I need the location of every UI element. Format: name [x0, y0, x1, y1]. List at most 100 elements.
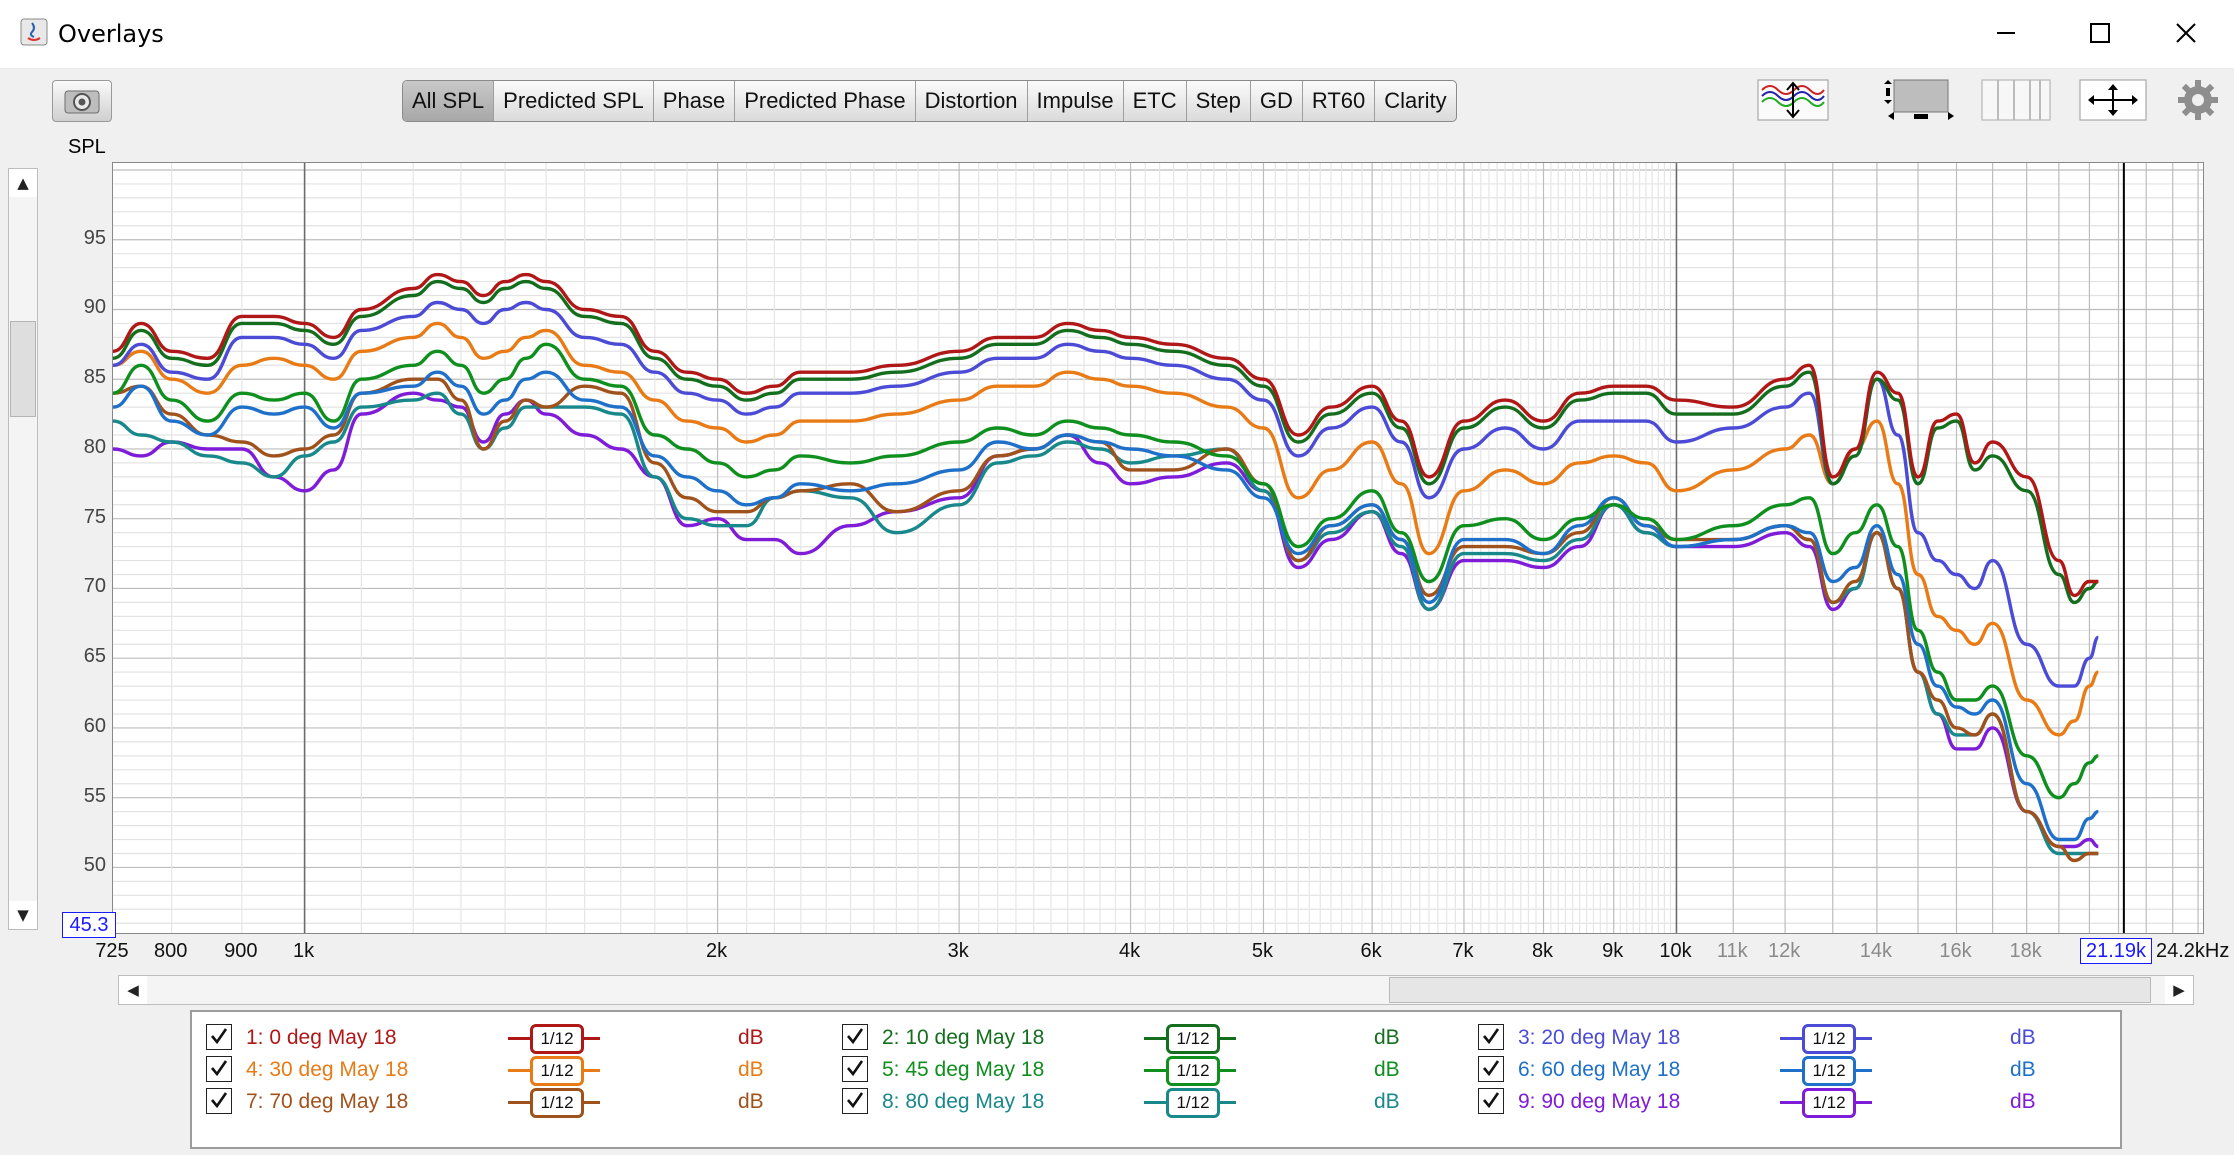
columns-icon [1981, 79, 2051, 121]
trace-name[interactable]: 1: 0 deg May 18 [246, 1026, 397, 1049]
x-axis-end-label: 24.2kHz [2156, 940, 2230, 962]
x-tick-label: 5k [1251, 940, 1274, 962]
x-tick-label: 11k [1716, 940, 1748, 962]
scroll-up-icon[interactable]: ▲ [9, 169, 37, 197]
horizontal-scrollbar[interactable]: ◀ ▶ [118, 975, 2194, 1005]
y-tick-label: 90 [83, 296, 106, 319]
tab-etc[interactable]: ETC [1124, 81, 1187, 121]
trace-name[interactable]: 6: 60 deg May 18 [1518, 1058, 1681, 1081]
y-tick-label: 80 [83, 435, 106, 458]
tab-all-spl[interactable]: All SPL [403, 81, 495, 121]
tab-predicted-spl[interactable]: Predicted SPL [494, 81, 654, 121]
checkmark-icon [211, 1028, 228, 1045]
trace-visible-checkbox[interactable] [206, 1024, 232, 1050]
maximize-button[interactable] [2054, 0, 2148, 68]
smoothing-label: 1/12 [1802, 1024, 1856, 1054]
y-tick-label: 85 [83, 366, 106, 389]
x-tick-label: 14k [1859, 940, 1893, 962]
x-tick-label: 725 [95, 940, 129, 962]
scroll-right-icon[interactable]: ▶ [2165, 976, 2193, 1004]
trace-visible-checkbox[interactable] [206, 1088, 232, 1114]
checkmark-icon [847, 1092, 864, 1109]
smoothing-button[interactable]: 1/12 [508, 1056, 600, 1086]
trace-visible-checkbox[interactable] [842, 1056, 868, 1082]
close-button[interactable] [2140, 0, 2234, 68]
smoothing-label: 1/12 [530, 1088, 584, 1118]
tab-clarity[interactable]: Clarity [1384, 88, 1447, 113]
vertical-scrollbar[interactable]: ▲ ▼ [8, 168, 38, 930]
smoothing-button[interactable]: 1/12 [1144, 1024, 1236, 1054]
smoothing-button[interactable]: 1/12 [1144, 1088, 1236, 1118]
column-layout-button[interactable] [1980, 76, 2052, 124]
checkmark-icon [847, 1060, 864, 1077]
legend-item: 9: 90 deg May 18 1/12 dB [1470, 1084, 2106, 1118]
tab-step[interactable]: Step [1187, 81, 1251, 121]
spl-chart [112, 163, 2203, 933]
smoothing-button[interactable]: 1/12 [1780, 1088, 1872, 1118]
trace-unit: dB [738, 1058, 764, 1081]
smoothing-button[interactable]: 1/12 [1780, 1024, 1872, 1054]
tab-phase[interactable]: Phase [654, 81, 736, 121]
x-tick-label: 8k [1531, 940, 1554, 962]
gear-icon[interactable] [2176, 78, 2220, 122]
trace-visible-checkbox[interactable] [842, 1024, 868, 1050]
y-tick-label: 95 [83, 226, 106, 249]
trace-unit: dB [1374, 1026, 1400, 1049]
series-line [112, 272, 2099, 598]
trace-visible-checkbox[interactable] [1478, 1024, 1504, 1050]
trace-visible-checkbox[interactable] [206, 1056, 232, 1082]
x-tick-label: 9k [1602, 940, 1624, 962]
x-tick-label: 1k [293, 940, 315, 962]
x-tick-label: 4k [1118, 940, 1141, 962]
scroll-down-icon[interactable]: ▼ [9, 901, 37, 929]
smoothing-button[interactable]: 1/12 [508, 1024, 600, 1054]
trace-visible-checkbox[interactable] [1478, 1088, 1504, 1114]
trace-name[interactable]: 9: 90 deg May 18 [1518, 1090, 1681, 1113]
vertical-scroll-thumb[interactable] [10, 321, 36, 417]
tab-rt60[interactable]: RT60 [1303, 81, 1376, 121]
legend-item: 1: 0 deg May 18 1/12 dB [198, 1020, 834, 1054]
tab-distortion[interactable]: Distortion [916, 81, 1028, 121]
trace-name[interactable]: 7: 70 deg May 18 [246, 1090, 409, 1113]
checkmark-icon [1483, 1028, 1500, 1045]
trace-name[interactable]: 4: 30 deg May 18 [246, 1058, 409, 1081]
smoothing-button[interactable]: 1/12 [508, 1088, 600, 1118]
x-tick-label: 18k [2009, 940, 2042, 962]
trace-unit: dB [2010, 1058, 2036, 1081]
series-line [112, 377, 2099, 863]
close-icon [2176, 23, 2196, 43]
x-tick-label: 16k [1939, 940, 1972, 962]
y-tick-label: 65 [83, 645, 106, 668]
x-tick-label: 10k [1659, 940, 1692, 962]
minimize-icon [1997, 32, 2015, 34]
trace-visible-checkbox[interactable] [1478, 1056, 1504, 1082]
resize-panel-button[interactable] [1880, 76, 1960, 124]
pan-arrows-icon [2079, 79, 2147, 121]
scroll-left-icon[interactable]: ◀ [119, 976, 147, 1004]
trace-name[interactable]: 8: 80 deg May 18 [882, 1090, 1045, 1113]
smoothing-label: 1/12 [530, 1056, 584, 1086]
spl-plot-area[interactable] [112, 162, 2204, 934]
x-tick-label: 12k [1767, 940, 1801, 962]
pan-button[interactable] [2078, 76, 2148, 124]
smoothing-label: 1/12 [1166, 1056, 1220, 1086]
smoothing-button[interactable]: 1/12 [1780, 1056, 1872, 1086]
trace-unit: dB [738, 1090, 764, 1113]
java-app-icon [20, 18, 48, 46]
panel-resize-icon [1884, 79, 1954, 120]
trace-arrangement-button[interactable] [1756, 76, 1830, 124]
minimize-button[interactable] [1960, 0, 2054, 68]
trace-name[interactable]: 5: 45 deg May 18 [882, 1058, 1045, 1081]
tab-gd[interactable]: GD [1251, 81, 1303, 121]
tab-predicted-phase[interactable]: Predicted Phase [735, 81, 916, 121]
smoothing-button[interactable]: 1/12 [1144, 1056, 1236, 1086]
graph-type-tabs: All SPL Predicted SPL Phase Predicted Phase… [402, 80, 1457, 122]
horizontal-scroll-thumb[interactable] [1389, 977, 2151, 1003]
trace-unit: dB [1374, 1058, 1400, 1081]
legend-item: 4: 30 deg May 18 1/12 dB [198, 1052, 834, 1086]
screenshot-button[interactable] [52, 80, 112, 122]
trace-name[interactable]: 2: 10 deg May 18 [882, 1026, 1045, 1049]
trace-visible-checkbox[interactable] [842, 1088, 868, 1114]
trace-name[interactable]: 3: 20 deg May 18 [1518, 1026, 1681, 1049]
tab-impulse[interactable]: Impulse [1028, 81, 1124, 121]
